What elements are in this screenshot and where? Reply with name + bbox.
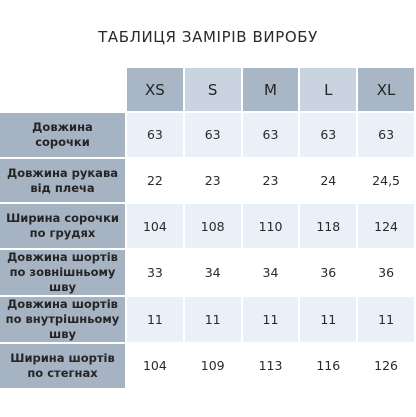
table-cell: 113 xyxy=(242,344,301,390)
size-header-s: S xyxy=(184,68,243,113)
row-label-line: по грудях xyxy=(29,226,96,241)
table-cell: 24,5 xyxy=(358,158,416,205)
row-label-line: по стегнах xyxy=(27,365,98,380)
table-cell: 63 xyxy=(300,113,359,159)
table-cell: 63 xyxy=(358,113,416,159)
table-cell: 110 xyxy=(242,204,301,251)
page-title: ТАБЛИЦЯ ЗАМІРІВ ВИРОБУ xyxy=(98,28,318,46)
table-row: Довжина рукава від плеча 22 23 23 24 24,… xyxy=(0,158,416,205)
size-header-xs: XS xyxy=(127,68,185,113)
size-header-row: XS S M L XL xyxy=(0,68,416,113)
table-cell: 11 xyxy=(242,297,301,345)
table-cell: 36 xyxy=(300,250,359,298)
row-label-sleeve-length: Довжина рукава від плеча xyxy=(0,158,127,205)
row-label-line: Довжина рукава xyxy=(7,165,118,180)
header-corner-cell xyxy=(0,68,127,113)
table-cell: 126 xyxy=(358,344,416,390)
table-cell: 104 xyxy=(127,344,185,390)
size-chart-table: XS S M L XL Довжина сорочки 63 63 63 63 … xyxy=(0,68,416,390)
table-cell: 63 xyxy=(127,113,185,159)
table-cell: 23 xyxy=(184,158,243,205)
row-label-shorts-inseam: Довжина шортів по внутрішньому шву xyxy=(0,297,127,345)
table-cell: 124 xyxy=(358,204,416,251)
table-cell: 11 xyxy=(127,297,185,345)
table-cell: 24 xyxy=(300,158,359,205)
table-cell: 63 xyxy=(242,113,301,159)
table-cell: 63 xyxy=(184,113,243,159)
table-cell: 11 xyxy=(358,297,416,345)
table-cell: 108 xyxy=(184,204,243,251)
row-label-shirt-length: Довжина сорочки xyxy=(0,113,127,159)
table-row: Довжина шортів по зовнішньому шву 33 34 … xyxy=(0,250,416,298)
size-header-l: L xyxy=(300,68,359,113)
row-label-hip-width: Ширина шортів по стегнах xyxy=(0,344,127,390)
table-cell: 109 xyxy=(184,344,243,390)
table-cell: 36 xyxy=(358,250,416,298)
row-label-shorts-outseam: Довжина шортів по зовнішньому шву xyxy=(0,250,127,298)
table-cell: 34 xyxy=(242,250,301,298)
table-cell: 11 xyxy=(184,297,243,345)
table-row: Ширина сорочки по грудях 104 108 110 118… xyxy=(0,204,416,251)
row-label-line: Довжина сорочки xyxy=(32,119,93,149)
table-cell: 118 xyxy=(300,204,359,251)
table-row: Довжина сорочки 63 63 63 63 63 xyxy=(0,113,416,159)
row-label-line: Довжина шортів xyxy=(7,297,118,312)
table-cell: 104 xyxy=(127,204,185,251)
row-label-line: по зовнішньому шву xyxy=(9,265,116,295)
table-row: Довжина шортів по внутрішньому шву 11 11… xyxy=(0,297,416,345)
table-cell: 116 xyxy=(300,344,359,390)
size-header-m: M xyxy=(242,68,301,113)
table-row: Ширина шортів по стегнах 104 109 113 116… xyxy=(0,344,416,390)
table-cell: 33 xyxy=(127,250,185,298)
size-header-xl: XL xyxy=(358,68,416,113)
row-label-chest-width: Ширина сорочки по грудях xyxy=(0,204,127,251)
row-label-line: по внутрішньому шву xyxy=(5,312,120,342)
row-label-line: Ширина сорочки xyxy=(6,211,119,226)
row-label-line: Довжина шортів xyxy=(7,250,118,265)
row-label-line: від плеча xyxy=(30,180,95,195)
table-cell: 22 xyxy=(127,158,185,205)
table-cell: 34 xyxy=(184,250,243,298)
row-label-line: Ширина шортів xyxy=(10,350,115,365)
table-cell: 23 xyxy=(242,158,301,205)
table-cell: 11 xyxy=(300,297,359,345)
